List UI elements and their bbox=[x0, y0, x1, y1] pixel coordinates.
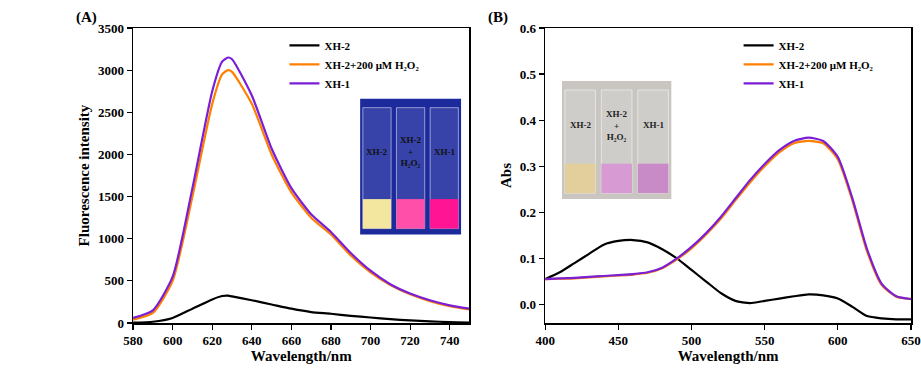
svg-text:XH-2: XH-2 bbox=[570, 120, 591, 130]
svg-text:XH-1: XH-1 bbox=[434, 147, 455, 157]
svg-text:XH-2+200 μM H₂O₂: XH-2+200 μM H₂O₂ bbox=[324, 59, 419, 71]
svg-text:500: 500 bbox=[104, 273, 124, 288]
svg-text:3500: 3500 bbox=[98, 21, 124, 36]
svg-text:0.3: 0.3 bbox=[520, 159, 537, 174]
svg-text:2500: 2500 bbox=[98, 105, 124, 120]
svg-text:500: 500 bbox=[682, 333, 702, 348]
svg-text:620: 620 bbox=[202, 333, 222, 348]
svg-text:680: 680 bbox=[321, 333, 341, 348]
svg-text:Abs: Abs bbox=[498, 163, 514, 188]
svg-text:0: 0 bbox=[117, 316, 124, 331]
svg-text:XH-2+H₂O₂: XH-2+H₂O₂ bbox=[606, 109, 627, 142]
svg-text:700: 700 bbox=[361, 333, 381, 348]
svg-text:XH-2: XH-2 bbox=[324, 40, 350, 52]
svg-text:0.2: 0.2 bbox=[520, 205, 536, 220]
svg-text:XH-2+200 μM H₂O₂: XH-2+200 μM H₂O₂ bbox=[779, 59, 874, 71]
svg-text:XH-1: XH-1 bbox=[779, 78, 805, 90]
svg-text:600: 600 bbox=[163, 333, 183, 348]
svg-text:600: 600 bbox=[828, 333, 848, 348]
svg-text:640: 640 bbox=[242, 333, 262, 348]
svg-text:1000: 1000 bbox=[98, 231, 124, 246]
svg-text:0.5: 0.5 bbox=[520, 67, 537, 82]
svg-text:580: 580 bbox=[123, 333, 143, 348]
svg-text:XH-2: XH-2 bbox=[366, 147, 387, 157]
svg-text:660: 660 bbox=[282, 333, 302, 348]
svg-text:(B): (B) bbox=[488, 9, 508, 26]
svg-text:400: 400 bbox=[535, 333, 555, 348]
svg-text:Wavelength/nm: Wavelength/nm bbox=[251, 348, 352, 364]
svg-text:550: 550 bbox=[755, 333, 775, 348]
svg-text:Wavelength/nm: Wavelength/nm bbox=[678, 348, 779, 364]
svg-text:0.4: 0.4 bbox=[520, 113, 537, 128]
svg-text:0.6: 0.6 bbox=[520, 21, 537, 36]
svg-text:(A): (A) bbox=[76, 9, 97, 26]
svg-text:XH-1: XH-1 bbox=[324, 78, 350, 90]
svg-text:Fluorescence intensity: Fluorescence intensity bbox=[76, 104, 92, 246]
svg-text:450: 450 bbox=[609, 333, 629, 348]
svg-text:0.1: 0.1 bbox=[520, 251, 536, 266]
svg-text:0.0: 0.0 bbox=[520, 297, 536, 312]
svg-text:2000: 2000 bbox=[98, 147, 124, 162]
svg-text:XH-1: XH-1 bbox=[643, 120, 664, 130]
svg-text:3000: 3000 bbox=[98, 63, 124, 78]
svg-text:720: 720 bbox=[400, 333, 420, 348]
svg-text:XH-2: XH-2 bbox=[779, 40, 805, 52]
svg-text:XH-2+H₂O₂: XH-2+H₂O₂ bbox=[400, 135, 421, 168]
svg-text:740: 740 bbox=[440, 333, 460, 348]
svg-text:1500: 1500 bbox=[98, 189, 124, 204]
svg-text:650: 650 bbox=[901, 333, 921, 348]
